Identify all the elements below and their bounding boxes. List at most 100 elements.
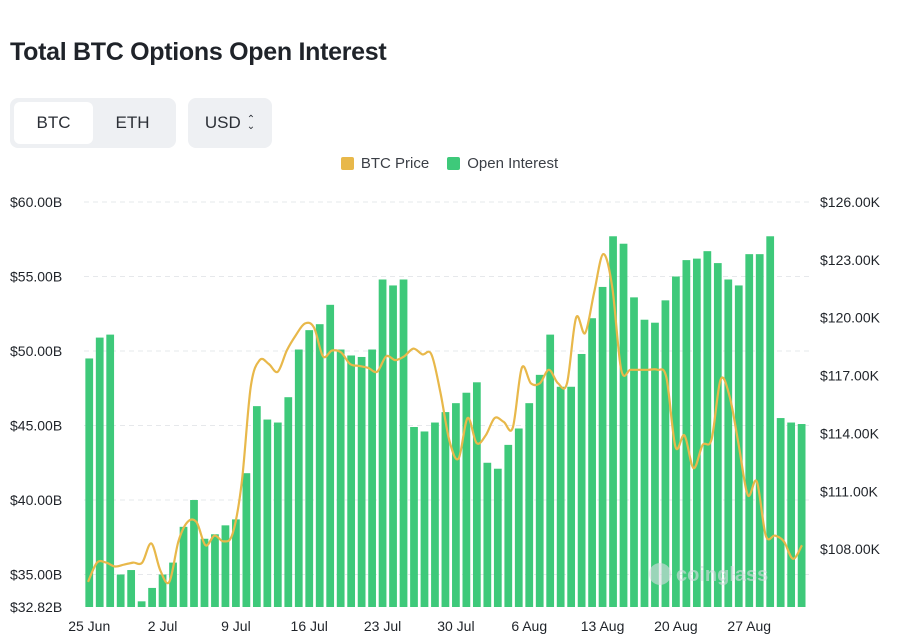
oi-bar: [242, 473, 251, 607]
legend-label-btc-price: BTC Price: [360, 155, 430, 172]
oi-bar: [567, 386, 576, 607]
oi-bar: [797, 424, 806, 607]
legend-swatch-btc-price: [340, 157, 354, 170]
oi-bar: [525, 403, 534, 607]
x-tick-label: 9 Jul: [221, 618, 251, 634]
oi-bar: [410, 427, 418, 607]
y-right-tick-label: $108.00K: [820, 541, 881, 557]
oi-bar: [640, 319, 649, 607]
x-tick-label: 2 Jul: [148, 618, 178, 634]
oi-bar: [315, 324, 324, 607]
oi-bar: [357, 356, 366, 607]
oi-bar: [692, 258, 701, 607]
oi-bar: [284, 397, 293, 607]
currency-value: USD: [204, 113, 241, 132]
oi-bar: [420, 431, 429, 607]
y-left-tick-label: $35.00B: [10, 567, 62, 583]
tab-btc[interactable]: BTC: [14, 102, 93, 144]
oi-bar: [630, 297, 638, 607]
oi-bar: [672, 276, 680, 607]
x-tick-label: 13 Aug: [581, 618, 625, 634]
x-tick-label: 30 Jul: [437, 618, 474, 634]
oi-bar: [493, 468, 502, 607]
oi-bar: [263, 419, 272, 607]
x-tick-label: 6 Aug: [511, 618, 547, 634]
oi-bar: [703, 251, 712, 607]
oi-bar: [462, 392, 471, 607]
oi-bar: [441, 412, 450, 607]
oi-bar: [766, 236, 775, 607]
y-left-tick-label: $55.00B: [10, 269, 62, 285]
oi-bar: [190, 500, 198, 607]
y-right-axis: $126.00K $123.00K $120.00K $117.00K $114.00K…: [820, 194, 881, 557]
y-right-tick-label: $126.00K: [820, 194, 881, 210]
oi-bar: [336, 349, 345, 607]
oi-bar: [148, 587, 156, 607]
oi-bar: [273, 422, 282, 607]
oi-bar: [106, 334, 115, 607]
oi-bar: [305, 330, 314, 607]
oi-bar: [577, 353, 586, 607]
oi-bar: [347, 355, 356, 607]
x-tick-label: 23 Jul: [364, 618, 401, 634]
oi-bar: [598, 286, 607, 607]
y-left-tick-label: $45.00B: [10, 418, 62, 434]
oi-bar: [609, 236, 617, 607]
legend-swatch-open-interest: [447, 157, 461, 170]
oi-bar: [776, 418, 785, 607]
oi-bar: [127, 570, 136, 607]
btc-price-line: [86, 253, 803, 585]
watermark-text: coinglass: [676, 564, 768, 586]
btc-price-line-group: [86, 253, 803, 585]
oi-bar: [221, 525, 230, 607]
oi-bar: [546, 334, 555, 607]
currency-select[interactable]: USD ⌃ ⌄: [188, 98, 272, 148]
oi-bar: [661, 300, 670, 607]
oi-bar: [116, 574, 125, 607]
oi-bar: [232, 519, 240, 607]
y-left-tick-label: $60.00B: [10, 194, 62, 210]
oi-bar: [431, 422, 439, 607]
y-right-tick-label: $117.00K: [820, 368, 880, 384]
oi-bar: [556, 386, 565, 607]
oi-bar: [713, 263, 722, 607]
oi-bar: [368, 349, 376, 607]
oi-bar: [724, 279, 733, 607]
chevron-up-down-icon: ⌃ ⌄: [246, 114, 256, 132]
oi-bar: [504, 444, 513, 607]
oi-bar: [158, 574, 167, 607]
oi-bar: [619, 243, 628, 607]
oi-bar: [169, 562, 177, 607]
y-right-tick-label: $120.00K: [820, 310, 881, 326]
tab-eth[interactable]: ETH: [115, 113, 150, 132]
y-right-tick-label: $114.00K: [820, 425, 880, 441]
oi-bar: [326, 304, 335, 607]
watermark-logo-icon: [649, 563, 671, 585]
oi-bar: [179, 526, 188, 607]
legend-open-interest[interactable]: Open Interest: [447, 155, 558, 172]
x-axis: 25 Jun 2 Jul 9 Jul 16 Jul 23 Jul 30 Jul 6 Aug 1…: [68, 618, 771, 634]
oi-bar: [137, 601, 146, 607]
oi-bars: [85, 236, 806, 607]
oi-bar: [755, 254, 764, 607]
y-left-tick-label: $32.82B: [10, 599, 62, 615]
x-tick-label: 27 Aug: [727, 618, 771, 634]
legend-label-open-interest: Open Interest: [467, 155, 559, 172]
x-tick-label: 20 Aug: [654, 618, 698, 634]
y-left-tick-label: $40.00B: [10, 492, 62, 508]
oi-bar: [211, 534, 219, 607]
oi-bar: [399, 279, 408, 607]
oi-bar: [95, 337, 104, 607]
oi-bar: [514, 428, 523, 607]
oi-bar: [651, 322, 659, 607]
oi-bar: [535, 374, 544, 607]
oi-bar: [252, 406, 261, 607]
chart-legend: BTC Price Open Interest: [0, 155, 899, 172]
x-tick-label: 16 Jul: [291, 618, 328, 634]
oi-bar: [200, 538, 209, 607]
oi-bar: [682, 260, 691, 607]
page-title: Total BTC Options Open Interest: [10, 38, 387, 66]
legend-btc-price[interactable]: BTC Price: [340, 155, 430, 172]
oi-bar: [745, 254, 754, 607]
y-left-axis: $60.00B $55.00B $50.00B $45.00B $40.00B $35.0…: [10, 194, 62, 615]
